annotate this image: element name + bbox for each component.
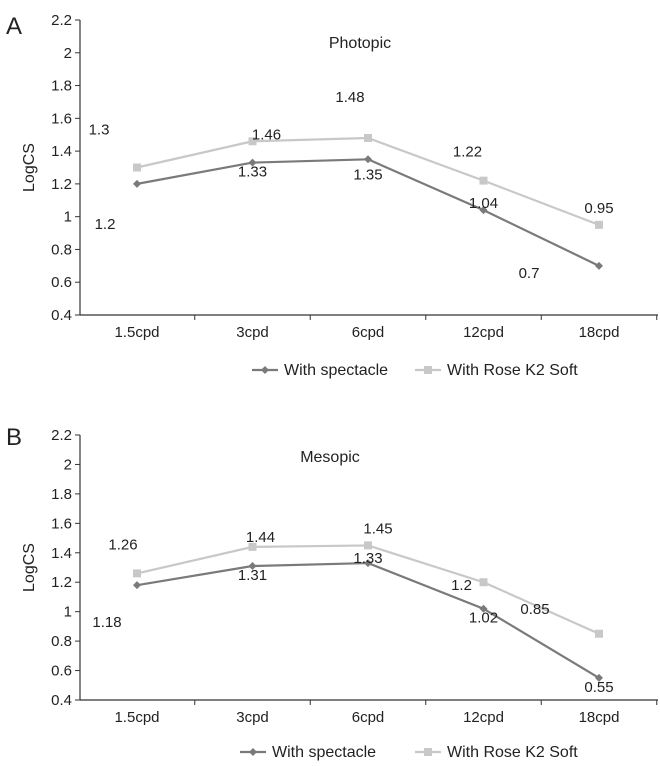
chart-title: Photopic: [329, 35, 391, 52]
y-tick-label: 2: [64, 45, 72, 62]
y-tick-label: 2.2: [51, 12, 72, 29]
y-tick-label: 1.6: [51, 110, 72, 127]
data-point-spectacle: [133, 581, 141, 590]
legend-marker-rose-k2: [424, 748, 432, 756]
legend-marker-spectacle: [249, 748, 257, 756]
data-point-rose-k2: [595, 629, 603, 638]
data-label-spectacle: 1.04: [469, 195, 498, 212]
data-label-rose-k2: 1.45: [363, 520, 392, 537]
panel-a: A 0.4 0.6 0.8 1 1.2 1.4 1.6 1.8 2 2.2 1.5cpd 3cpd 6cp…: [6, 12, 658, 379]
data-point-rose-k2: [248, 137, 257, 146]
data-label-rose-k2: 1.46: [252, 126, 281, 143]
data-point-rose-k2: [364, 541, 372, 550]
x-tick-label: 3cpd: [236, 324, 269, 341]
data-point-spectacle: [479, 604, 488, 613]
data-label-rose-k2: 0.95: [584, 200, 613, 217]
data-label-rose-k2: 0.85: [520, 601, 549, 618]
y-tick-label: 0.6: [51, 274, 72, 291]
data-point-rose-k2: [248, 542, 257, 551]
data-label-spectacle: 1.02: [469, 610, 498, 627]
y-tick-label: 2: [64, 456, 72, 473]
x-tick-label: 3cpd: [236, 709, 269, 726]
y-tick-label: 1: [64, 209, 72, 226]
data-label-rose-k2: 1.26: [108, 536, 137, 553]
data-label-rose-k2: 1.44: [246, 529, 275, 546]
data-label-spectacle: 1.33: [238, 164, 267, 181]
panel-letter: A: [6, 13, 22, 40]
y-tick-label: 0.8: [51, 241, 72, 258]
data-point-spectacle: [595, 261, 603, 270]
data-point-spectacle: [133, 179, 141, 188]
data-label-rose-k2: 1.2: [451, 577, 472, 594]
data-label-spectacle: 0.55: [584, 679, 613, 696]
y-tick-label: 1: [64, 604, 72, 621]
x-tick-label: 6cpd: [352, 324, 385, 341]
data-label-rose-k2: 1.48: [335, 89, 364, 106]
data-point-spectacle: [479, 206, 488, 215]
x-tick-label: 1.5cpd: [114, 709, 159, 726]
y-tick-label: 1.6: [51, 515, 72, 532]
data-label-spectacle: 1.2: [95, 216, 116, 233]
data-point-spectacle: [364, 559, 372, 568]
data-point-rose-k2: [479, 176, 488, 185]
legend-marker-spectacle: [261, 366, 269, 374]
y-tick-label: 0.4: [51, 307, 72, 324]
y-tick-label: 1.8: [51, 486, 72, 503]
panel-b: B 0.4 0.6 0.8 1 1.2 1.4 1.6 1.8 2 2.2 1.5cpd 3cpd 6cp…: [6, 424, 658, 761]
panel-letter: B: [6, 424, 22, 451]
x-tick-label: 18cpd: [579, 324, 620, 341]
y-tick-label: 1.8: [51, 78, 72, 95]
chart-title: Mesopic: [300, 449, 360, 466]
legend-label-rose-k2: With Rose K2 Soft: [447, 744, 578, 761]
data-point-spectacle: [364, 155, 372, 164]
data-point-rose-k2: [364, 134, 372, 142]
data-label-rose-k2: 1.3: [89, 122, 110, 139]
y-tick-label: 1.2: [51, 176, 72, 193]
data-point-spectacle: [595, 673, 603, 682]
y-tick-label: 0.8: [51, 633, 72, 650]
legend-label-spectacle: With spectacle: [272, 744, 376, 761]
data-point-rose-k2: [595, 220, 603, 229]
series-line-spectacle: [136, 561, 600, 679]
x-tick-label: 12cpd: [463, 709, 504, 726]
data-point-rose-k2: [133, 569, 141, 578]
data-label-spectacle: 1.35: [353, 166, 382, 183]
data-label-spectacle: 1.18: [92, 614, 121, 631]
legend-label-spectacle: With spectacle: [284, 362, 388, 379]
y-axis-label: LogCS: [21, 543, 38, 592]
y-tick-label: 2.2: [51, 427, 72, 444]
data-label-spectacle: 1.33: [353, 550, 382, 567]
y-tick-label: 1.4: [51, 545, 72, 562]
y-tick-label: 1.2: [51, 574, 72, 591]
x-tick-label: 18cpd: [579, 709, 620, 726]
data-point-spectacle: [248, 562, 257, 571]
x-tick-label: 1.5cpd: [114, 324, 159, 341]
y-axis-label: LogCS: [21, 143, 38, 192]
data-label-spectacle: 0.7: [519, 265, 540, 282]
data-point-spectacle: [248, 158, 257, 167]
data-point-rose-k2: [133, 163, 141, 172]
y-tick-label: 0.6: [51, 663, 72, 680]
legend-label-rose-k2: With Rose K2 Soft: [447, 362, 578, 379]
x-tick-label: 6cpd: [352, 709, 385, 726]
y-tick-label: 0.4: [51, 692, 72, 709]
legend-marker-rose-k2: [424, 366, 432, 374]
data-point-rose-k2: [479, 578, 488, 587]
x-tick-label: 12cpd: [463, 324, 504, 341]
data-label-spectacle: 1.31: [238, 567, 267, 584]
y-tick-label: 1.4: [51, 143, 72, 160]
data-label-rose-k2: 1.22: [453, 144, 482, 161]
